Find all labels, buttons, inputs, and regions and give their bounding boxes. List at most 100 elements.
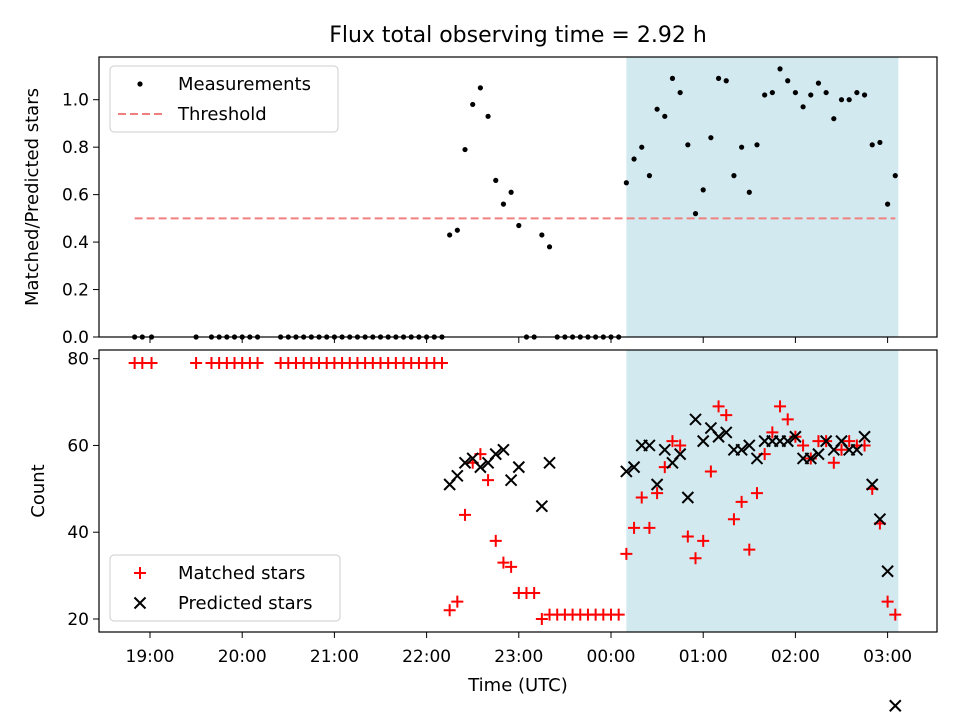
matched-star-marker: [766, 426, 779, 439]
legend-predicted-marker: [133, 596, 147, 610]
top-y-tick-label: 0.8: [62, 138, 89, 158]
predicted-star-marker: [512, 460, 526, 474]
matched-star-marker: [443, 604, 456, 617]
measurement-point: [792, 89, 799, 96]
measurement-point: [708, 135, 714, 141]
bottom-legend: [109, 554, 341, 622]
measurement-point: [546, 244, 553, 250]
x-tick-label: 23:00: [494, 647, 543, 667]
measurement-point: [500, 201, 507, 207]
measurement-point: [885, 201, 891, 207]
measurement-point: [700, 187, 706, 193]
matched-star-marker: [612, 608, 625, 621]
predicted-star-marker: [750, 452, 764, 465]
measurement-point: [470, 101, 476, 108]
measurement-point: [846, 97, 852, 103]
measurement-point: [777, 66, 783, 72]
predicted-star-marker: [489, 447, 502, 461]
legend-label: Predicted stars: [178, 593, 312, 614]
matched-star-marker: [643, 521, 656, 534]
predicted-star-marker: [696, 434, 710, 448]
top-y-tick-label: 1.0: [62, 91, 89, 111]
predicted-star-marker: [497, 443, 510, 456]
predicted-star-marker: [743, 439, 756, 452]
bottom-panel: 20 40 60 80 19:00 20:00 21:00 22:00 23:00 00:00 01…: [67, 349, 938, 712]
top-frame: [98, 56, 938, 338]
predicted-star-marker: [866, 478, 879, 491]
measurement-point: [800, 104, 806, 110]
measurement-point: [731, 173, 737, 179]
measurement-point: [654, 106, 660, 112]
predicted-star-marker: [451, 469, 464, 483]
bottom-shaded-interval: [626, 350, 899, 632]
predicted-star-marker: [681, 491, 695, 504]
matched-star-marker: [635, 491, 648, 504]
matched-star-marker: [750, 487, 763, 500]
measurement-point: [685, 142, 691, 148]
measurement-point: [539, 232, 545, 238]
matched-star-marker: [674, 439, 687, 452]
measurement-point: [692, 211, 699, 217]
measurement-point: [669, 75, 676, 81]
top-legend: [109, 65, 339, 133]
measurement-point: [646, 173, 653, 179]
measurement-point: [769, 89, 775, 96]
measurement-point: [854, 89, 860, 96]
top-panel: 0.0 0.2 0.4 0.6 0.8 1.0 Measurements Threshold: [62, 56, 938, 348]
measurement-point: [508, 189, 514, 195]
predicted-star-marker: [689, 413, 702, 426]
measurement-point: [485, 113, 491, 119]
predicted-star-marker: [712, 430, 725, 443]
predicted-star-marker: [812, 447, 825, 461]
x-tick-label: 21:00: [310, 647, 359, 667]
x-tick-label: 01:00: [679, 647, 728, 667]
legend-label: Matched stars: [178, 563, 305, 584]
bottom-y-tick-label: 40: [67, 523, 89, 543]
predicted-star-marker: [543, 456, 556, 470]
matched-star-marker: [735, 495, 748, 508]
measurement-point: [808, 92, 814, 98]
bottom-y-axis-label: Count: [28, 464, 49, 517]
x-tick-label: 03:00: [863, 647, 912, 667]
measurement-point: [815, 80, 822, 86]
bottom-y-tick-label: 80: [67, 350, 89, 370]
matched-star-marker: [843, 435, 856, 448]
matched-star-marker: [881, 595, 894, 608]
predicted-star-marker: [504, 473, 518, 487]
matched-star-marker: [145, 357, 158, 370]
matched-star-marker: [489, 534, 502, 547]
predicted-star-marker: [627, 460, 641, 474]
measurement-point: [861, 92, 868, 98]
bottom-frame: [98, 349, 938, 633]
x-axis-label: Time (UTC): [467, 675, 568, 696]
measurement-point: [447, 232, 453, 238]
matched-star-marker: [681, 530, 694, 543]
chart-title: Flux total observing time = 2.92 h: [329, 23, 707, 48]
predicted-star-marker: [650, 478, 664, 491]
matched-star-marker: [535, 612, 548, 625]
predicted-star-marker: [804, 452, 817, 465]
matched-star-marker: [528, 586, 541, 599]
measurement-point: [677, 89, 683, 96]
predicted-star-marker: [720, 426, 733, 439]
measurement-point: [831, 116, 837, 122]
measurement-point: [462, 146, 468, 153]
top-y-axis-label: Matched/Predicted stars: [22, 88, 43, 306]
matched-star-marker: [712, 400, 725, 413]
legend-label: Measurements: [178, 74, 311, 95]
matched-star-marker: [620, 547, 633, 560]
matched-star-marker: [827, 456, 840, 469]
measurement-point: [623, 180, 629, 186]
top-y-tick-label: 0.6: [62, 186, 89, 206]
measurement-point: [754, 142, 760, 148]
matched-star-marker: [704, 465, 717, 478]
predicted-star-marker: [458, 456, 472, 470]
measurement-point: [477, 85, 483, 91]
predicted-star-marker: [789, 430, 802, 443]
predicted-star-marker: [673, 447, 687, 461]
measurement-point: [823, 89, 829, 96]
legend-matched-marker: [134, 567, 146, 579]
measurement-point: [892, 173, 898, 179]
matched-star-marker: [666, 435, 679, 448]
